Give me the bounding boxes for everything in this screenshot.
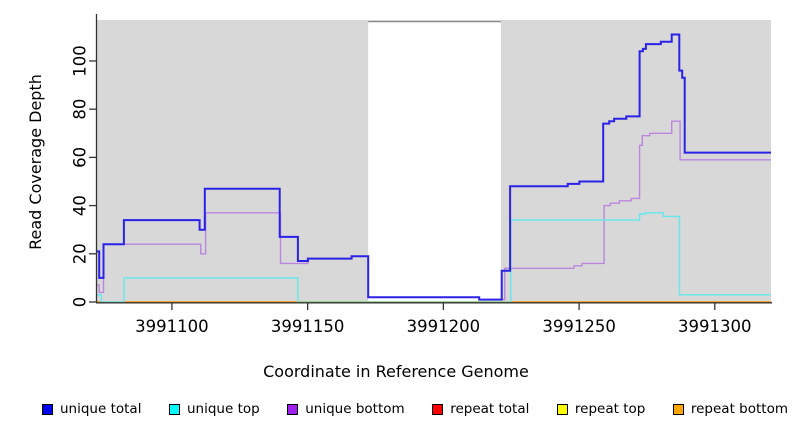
legend-item-unique-total: unique total: [42, 401, 141, 417]
legend-item-repeat-bottom: repeat bottom: [672, 401, 788, 417]
series-unique-total: [97, 33, 771, 301]
legend: unique total unique top unique bottom repea…: [42, 399, 788, 419]
legend-label-repeat-bottom: repeat bottom: [690, 401, 788, 417]
legend-label-unique-total: unique total: [60, 401, 142, 417]
legend-swatch-unique-total: [42, 403, 53, 415]
y-tick-label: 80: [71, 99, 90, 120]
legend-label-unique-bottom: unique bottom: [305, 401, 405, 417]
legend-swatch-repeat-top: [556, 403, 568, 415]
x-tick-label: 3991250: [542, 317, 616, 336]
legend-swatch-unique-bottom: [287, 403, 299, 415]
y-tick-label: 20: [71, 243, 90, 264]
y-tick-label: 60: [71, 147, 90, 168]
series-unique-top: [97, 212, 771, 303]
background-band-0: [97, 20, 369, 302]
legend-swatch-unique-top: [169, 403, 180, 415]
y-tick-label: 40: [71, 195, 90, 216]
x-axis-title: Coordinate in Reference Genome: [263, 362, 529, 381]
legend-label-repeat-total: repeat total: [450, 401, 530, 417]
legend-swatch-repeat-total: [432, 403, 444, 415]
x-tick-label: 3991100: [135, 317, 209, 336]
x-tick-label: 3991200: [407, 317, 481, 336]
y-tick-label: 100: [71, 45, 90, 77]
background-band-1: [500, 20, 771, 302]
series-unique-bottom: [97, 120, 771, 301]
x-tick-label: 3991150: [271, 317, 345, 336]
legend-item-unique-top: unique top: [169, 401, 260, 417]
legend-item-repeat-top: repeat top: [556, 401, 646, 417]
legend-swatch-repeat-bottom: [672, 403, 684, 415]
y-axis-title: Read Coverage Depth: [26, 74, 45, 250]
legend-item-unique-bottom: unique bottom: [287, 401, 405, 417]
y-tick-label: 0: [71, 297, 90, 308]
legend-label-repeat-top: repeat top: [574, 401, 646, 417]
legend-item-repeat-total: repeat total: [432, 401, 529, 417]
x-tick-label: 3991300: [678, 317, 752, 336]
legend-label-unique-top: unique top: [187, 401, 260, 417]
